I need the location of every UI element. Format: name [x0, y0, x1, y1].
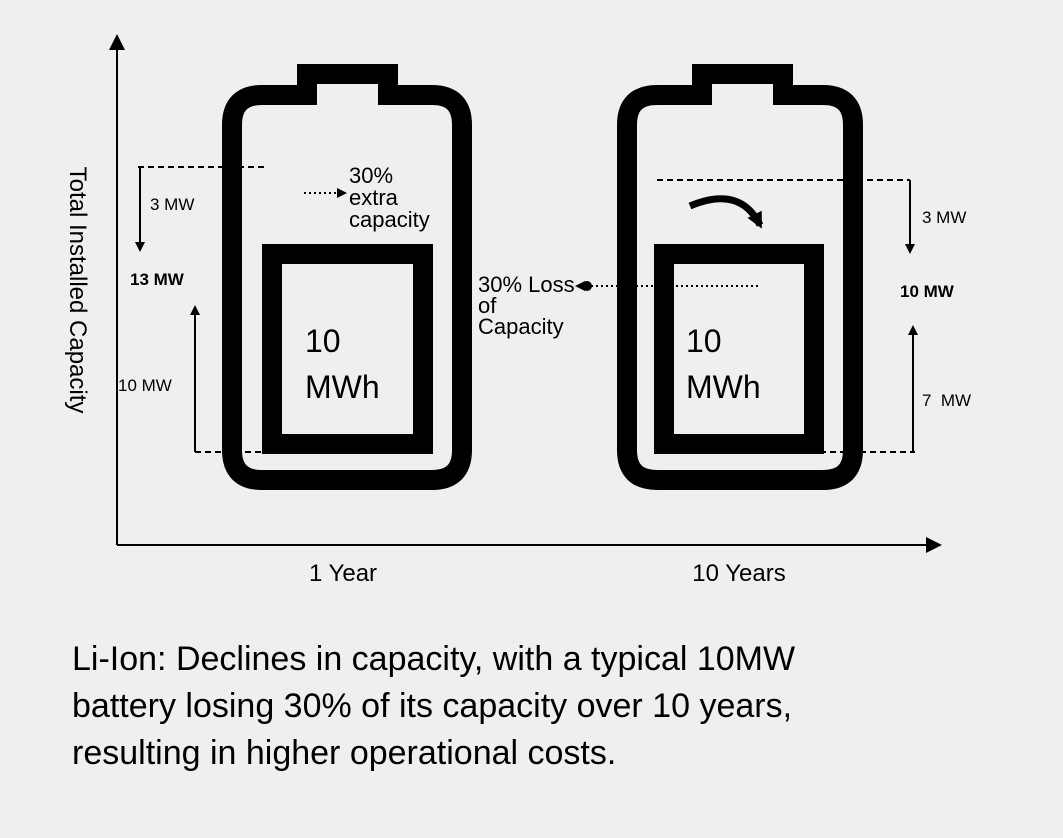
total-label: 13 MW: [130, 270, 185, 289]
total-label: 10 MW: [900, 282, 955, 301]
dot: [582, 281, 592, 291]
battery-value: 10: [305, 323, 341, 359]
caption: battery losing 30% of its capacity over …: [72, 687, 792, 725]
column-label: 10 Years: [692, 560, 785, 587]
gap-label: 3 MW: [150, 195, 194, 214]
caption: resulting in higher operational costs.: [72, 734, 616, 772]
base-label: 10 MW: [118, 376, 172, 395]
column-label: 1 Year: [309, 560, 377, 587]
caption: Li-Ion: Declines in capacity, with a typ…: [72, 640, 795, 678]
base-label: 7 MW: [922, 391, 971, 410]
battery: [617, 64, 863, 490]
loss-note: Capacity: [478, 314, 564, 339]
note: capacity: [349, 207, 430, 232]
battery-value: 10: [686, 323, 722, 359]
battery-unit: MWh: [686, 369, 761, 405]
battery-unit: MWh: [305, 369, 380, 405]
curved-arrow: [688, 195, 764, 229]
battery: [222, 64, 472, 490]
note: 30%: [349, 163, 393, 188]
loss-note: of: [478, 293, 497, 318]
axis-label: Total Installed Capacity: [64, 167, 91, 414]
loss-note: 30% Loss: [478, 272, 575, 297]
note: extra: [349, 185, 399, 210]
gap-label: 3 MW: [922, 208, 966, 227]
